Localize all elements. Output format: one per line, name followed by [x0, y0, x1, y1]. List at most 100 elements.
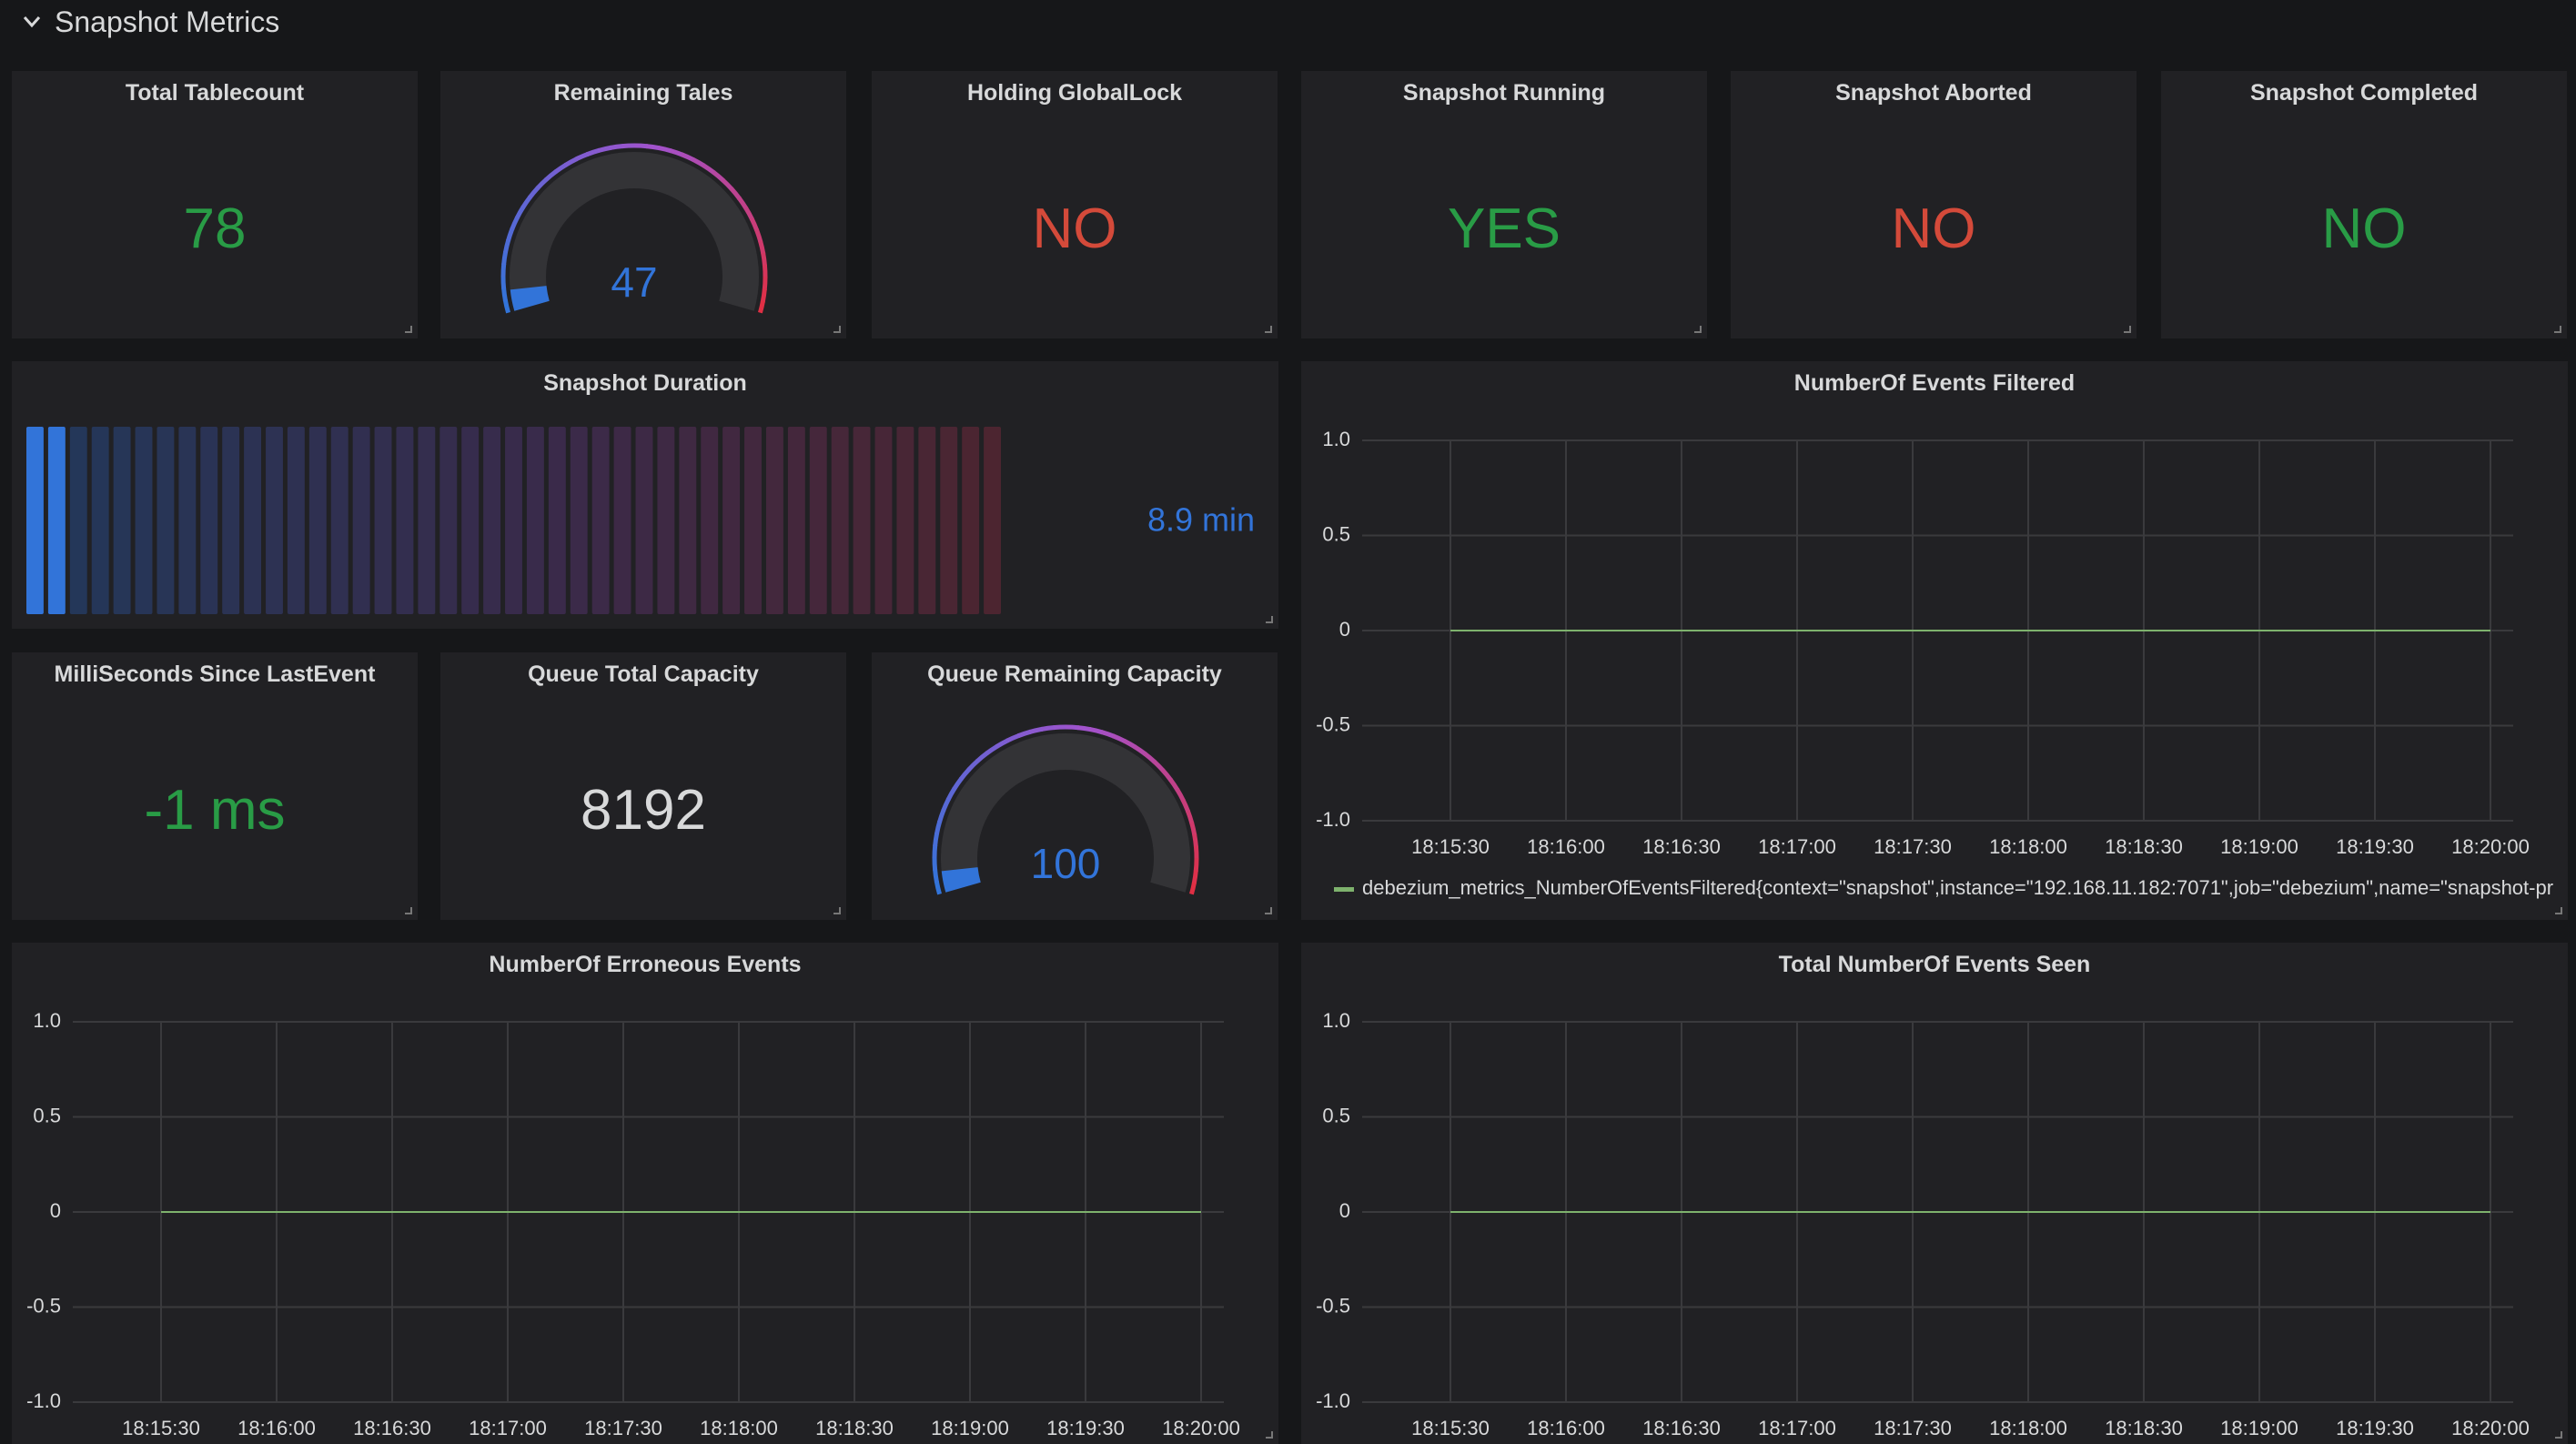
resize-handle[interactable] [1694, 326, 1702, 333]
x-tick-label: 18:16:30 [1642, 1417, 1721, 1439]
gauge-threshold [1028, 726, 1044, 734]
resize-handle[interactable] [2555, 1431, 2562, 1439]
gauge-threshold [1175, 788, 1186, 803]
gauge-threshold [1005, 732, 1020, 743]
x-tick-label: 18:20:00 [2451, 1417, 2530, 1439]
bar-gauge-cell [657, 427, 675, 614]
panel-title[interactable]: MilliSeconds Since LastEvent [54, 661, 376, 687]
panel: Snapshot Completed NO [2161, 71, 2567, 338]
bar-gauge-value: 8.9 min [1147, 501, 1255, 539]
resize-handle[interactable] [2555, 907, 2562, 914]
stat-value: YES [1447, 197, 1561, 260]
bar-gauge-cell [570, 427, 588, 614]
gauge-threshold [535, 177, 549, 190]
bar-gauge-cell [222, 427, 240, 614]
panel-title[interactable]: Total Tablecount [125, 80, 305, 106]
gauge-threshold [743, 207, 754, 221]
gauge-threshold [586, 147, 601, 157]
gauge-threshold [754, 228, 763, 243]
x-tick-label: 18:17:30 [584, 1417, 662, 1439]
gauge-threshold [760, 288, 767, 303]
x-tick-label: 18:17:30 [1874, 1417, 1952, 1439]
bar-gauge-cell [962, 427, 980, 614]
y-tick-label: 0 [1339, 1199, 1350, 1222]
bar-gauge-cell [918, 427, 936, 614]
bar-gauge-cell [91, 427, 109, 614]
bar-gauge-cell [47, 427, 66, 614]
resize-handle[interactable] [2124, 326, 2131, 333]
panel-title[interactable]: Queue Remaining Capacity [927, 661, 1222, 687]
bar-gauge-cell [352, 427, 370, 614]
bar-gauge-cell [505, 427, 522, 614]
resize-handle[interactable] [833, 326, 841, 333]
resize-handle[interactable] [1265, 907, 1272, 914]
gauge-threshold [527, 186, 540, 199]
resize-handle[interactable] [2554, 326, 2561, 333]
panel-title[interactable]: NumberOf Erroneous Events [489, 952, 802, 977]
gauge-threshold [1077, 725, 1092, 732]
row-title[interactable]: Snapshot Metrics [55, 5, 280, 38]
gauge-threshold [1017, 729, 1032, 739]
resize-handle[interactable] [1266, 616, 1273, 623]
panel: Total Tablecount 78 [12, 71, 418, 338]
resize-handle[interactable] [405, 907, 412, 914]
gauge-threshold [669, 148, 684, 157]
panel-title[interactable]: Snapshot Running [1402, 80, 1606, 106]
bar-gauge-cell [157, 427, 175, 614]
bar-gauge-cell [418, 427, 436, 614]
gauge-threshold [520, 195, 532, 209]
panel-title[interactable]: Total NumberOf Events Seen [1778, 952, 2091, 977]
gauge-threshold [933, 869, 939, 884]
gauge-threshold [544, 169, 558, 182]
resize-handle[interactable] [833, 907, 841, 914]
gauge-threshold [945, 786, 957, 802]
y-tick-label: 0.5 [1322, 1104, 1350, 1126]
bar-gauge-cell [69, 427, 87, 614]
row-collapse-icon[interactable] [22, 15, 42, 29]
bar-gauge-cell [787, 427, 805, 614]
panel-title[interactable]: Snapshot Duration [543, 370, 747, 396]
bar-gauge-cell [396, 427, 414, 614]
gauge-threshold [1123, 738, 1137, 750]
panel-title[interactable]: NumberOf Events Filtered [1793, 370, 2076, 396]
y-tick-label: -0.5 [1316, 1294, 1350, 1317]
resize-handle[interactable] [1266, 1431, 1273, 1439]
gauge-threshold [975, 751, 989, 763]
panel-title[interactable]: Snapshot Aborted [1835, 80, 2032, 106]
panel-title[interactable]: Holding GlobalLock [966, 80, 1183, 106]
y-tick-label: 1.0 [1322, 1009, 1350, 1032]
panel: Queue Total Capacity 8192 [440, 652, 846, 920]
gauge-threshold [1053, 724, 1067, 731]
bar-gauge-cell [548, 427, 566, 614]
bar-gauge-cell [635, 427, 653, 614]
resize-handle[interactable] [1265, 326, 1272, 333]
bar-gauge-cell [483, 427, 501, 614]
bar-gauge-cell [701, 427, 719, 614]
panel-title[interactable]: Snapshot Completed [2249, 80, 2478, 106]
panel: NumberOf Erroneous Events -1.0 -0.5 0 0.5 1.0… [12, 943, 1278, 1444]
gauge-threshold [610, 144, 624, 150]
bar-gauge-cell [200, 427, 218, 614]
gauge-threshold [762, 277, 768, 291]
time-series: -1.0 -0.5 0 0.5 1.0 18:15:30 18:16:00 18:16:30 1… [1316, 1009, 2530, 1439]
resize-handle[interactable] [405, 326, 412, 333]
gauge-threshold [721, 177, 734, 191]
gauge-threshold [510, 216, 520, 231]
panel-title[interactable]: Remaining Tales [553, 80, 733, 106]
y-tick-label: 0.5 [33, 1104, 61, 1126]
panel: Queue Remaining Capacity 100 [872, 652, 1278, 920]
gauge-value: 100 [1031, 840, 1101, 887]
x-tick-label: 18:18:30 [2105, 835, 2183, 858]
bar-gauge-cell [765, 427, 783, 614]
x-tick-label: 18:19:30 [2336, 1417, 2414, 1439]
gauge-threshold [1192, 833, 1199, 848]
gauge-threshold [1193, 845, 1199, 860]
bar-gauge-cell [809, 427, 827, 614]
panel-title[interactable]: Queue Total Capacity [528, 661, 759, 687]
gauge-threshold [934, 820, 943, 835]
legend-item[interactable]: debezium_metrics_NumberOfEventsFiltered{… [1334, 876, 2553, 900]
gauge-threshold [1112, 733, 1126, 743]
bar-gauge-cell [178, 427, 197, 614]
gauge-threshold [692, 157, 706, 168]
y-tick-label: 1.0 [33, 1009, 61, 1032]
